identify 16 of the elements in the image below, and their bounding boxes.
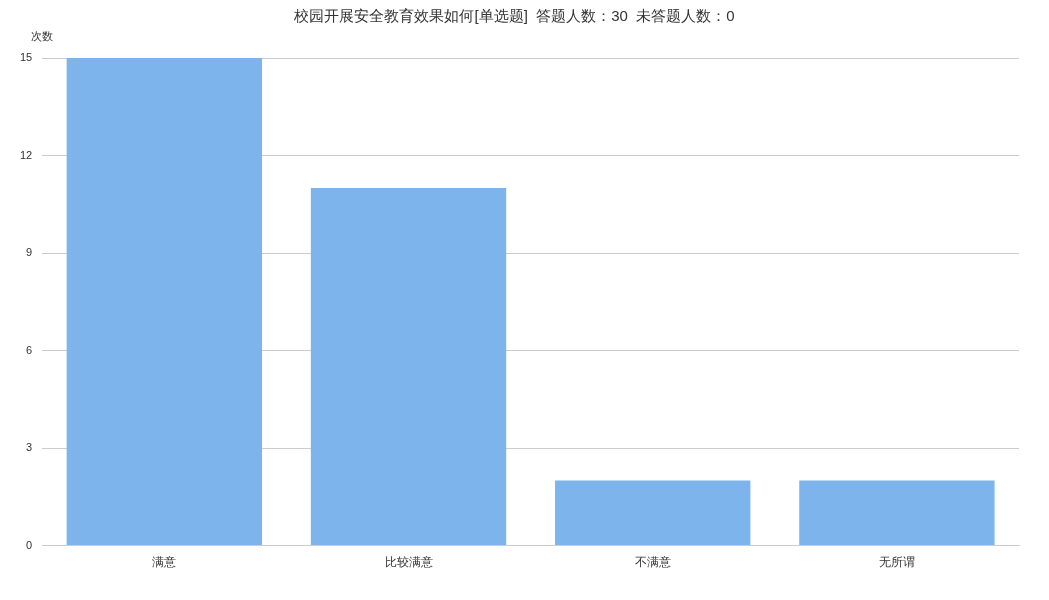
bar <box>310 188 507 546</box>
bar <box>799 480 995 546</box>
x-tick-label: 不满意 <box>634 555 671 570</box>
x-tick-label: 无所谓 <box>878 555 915 570</box>
y-tick-label: 12 <box>19 148 33 161</box>
y-tick-label: 15 <box>19 51 33 64</box>
y-tick-label: 3 <box>26 441 33 454</box>
chart-title: 校园开展安全教育效果如何[单选题] 答题人数：30 未答题人数：0 <box>293 7 735 25</box>
y-tick-label: 6 <box>26 343 33 356</box>
x-tick-label: 比较满意 <box>384 555 433 570</box>
x-tick-label: 满意 <box>152 555 177 570</box>
y-axis-title: 次数 <box>31 29 54 42</box>
y-tick-label: 0 <box>26 538 33 551</box>
y-tick-label: 9 <box>26 246 33 259</box>
bar <box>555 480 751 546</box>
bar <box>66 58 263 546</box>
